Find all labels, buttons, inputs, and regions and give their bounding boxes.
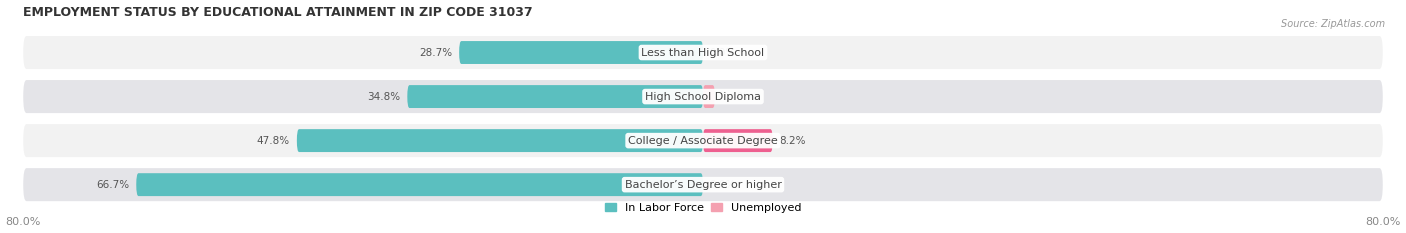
- FancyBboxPatch shape: [297, 129, 703, 152]
- FancyBboxPatch shape: [136, 173, 703, 196]
- Legend: In Labor Force, Unemployed: In Labor Force, Unemployed: [600, 198, 806, 217]
- Text: 28.7%: 28.7%: [419, 48, 453, 58]
- Text: 34.8%: 34.8%: [367, 92, 401, 102]
- Text: Less than High School: Less than High School: [641, 48, 765, 58]
- FancyBboxPatch shape: [24, 168, 1382, 201]
- Text: 66.7%: 66.7%: [97, 180, 129, 190]
- Text: EMPLOYMENT STATUS BY EDUCATIONAL ATTAINMENT IN ZIP CODE 31037: EMPLOYMENT STATUS BY EDUCATIONAL ATTAINM…: [24, 6, 533, 19]
- FancyBboxPatch shape: [408, 85, 703, 108]
- Text: 0.0%: 0.0%: [710, 48, 737, 58]
- Text: 47.8%: 47.8%: [257, 136, 290, 146]
- Text: 1.4%: 1.4%: [721, 92, 748, 102]
- FancyBboxPatch shape: [460, 41, 703, 64]
- Text: 8.2%: 8.2%: [779, 136, 806, 146]
- FancyBboxPatch shape: [703, 85, 714, 108]
- Text: College / Associate Degree: College / Associate Degree: [628, 136, 778, 146]
- Text: 0.0%: 0.0%: [710, 180, 737, 190]
- Text: Source: ZipAtlas.com: Source: ZipAtlas.com: [1281, 19, 1385, 29]
- FancyBboxPatch shape: [24, 80, 1382, 113]
- FancyBboxPatch shape: [24, 36, 1382, 69]
- Text: High School Diploma: High School Diploma: [645, 92, 761, 102]
- FancyBboxPatch shape: [24, 124, 1382, 157]
- Text: Bachelor’s Degree or higher: Bachelor’s Degree or higher: [624, 180, 782, 190]
- FancyBboxPatch shape: [703, 129, 773, 152]
